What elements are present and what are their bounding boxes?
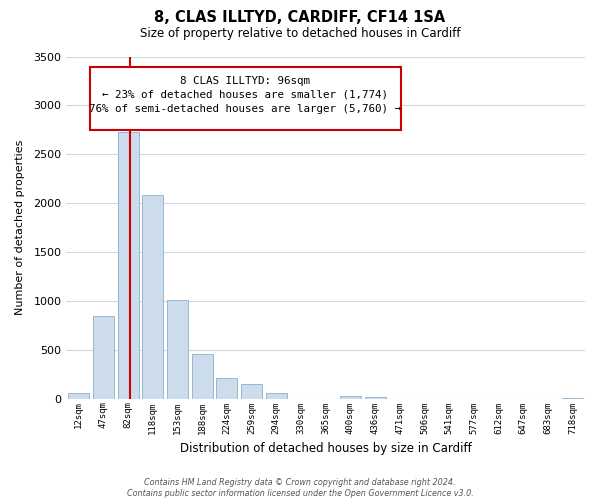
Bar <box>118 132 139 398</box>
Bar <box>93 316 114 398</box>
Bar <box>266 394 287 398</box>
Bar <box>191 354 212 399</box>
X-axis label: Distribution of detached houses by size in Cardiff: Distribution of detached houses by size … <box>180 442 472 455</box>
Bar <box>241 384 262 398</box>
Bar <box>167 300 188 398</box>
Text: Size of property relative to detached houses in Cardiff: Size of property relative to detached ho… <box>140 28 460 40</box>
Bar <box>142 196 163 398</box>
Text: 8, CLAS ILLTYD, CARDIFF, CF14 1SA: 8, CLAS ILLTYD, CARDIFF, CF14 1SA <box>154 10 446 25</box>
Text: Contains HM Land Registry data © Crown copyright and database right 2024.
Contai: Contains HM Land Registry data © Crown c… <box>127 478 473 498</box>
FancyBboxPatch shape <box>89 67 401 130</box>
Bar <box>340 396 361 398</box>
Text: 8 CLAS ILLTYD: 96sqm
← 23% of detached houses are smaller (1,774)
76% of semi-de: 8 CLAS ILLTYD: 96sqm ← 23% of detached h… <box>89 76 401 114</box>
Bar <box>68 394 89 398</box>
Y-axis label: Number of detached properties: Number of detached properties <box>15 140 25 316</box>
Bar <box>217 378 238 398</box>
Bar <box>365 396 386 398</box>
